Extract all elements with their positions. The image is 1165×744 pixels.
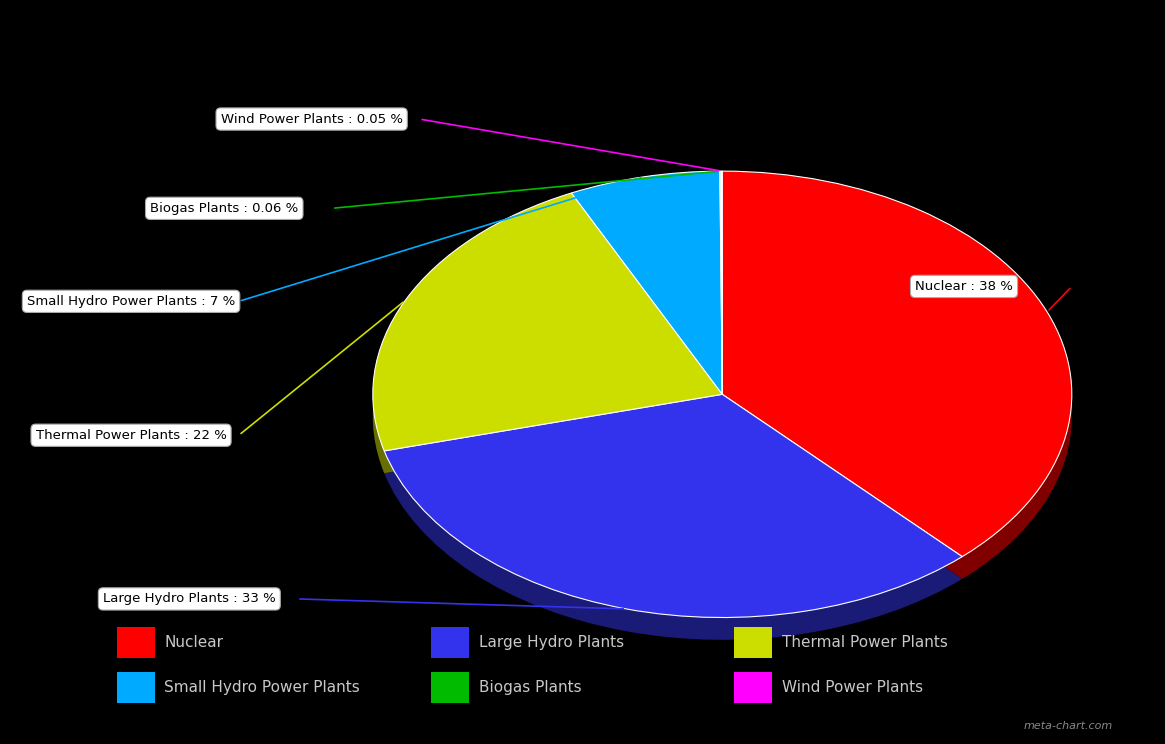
Text: Thermal Power Plants : 22 %: Thermal Power Plants : 22 %	[36, 429, 226, 442]
Text: Large Hydro Plants: Large Hydro Plants	[479, 635, 624, 650]
Wedge shape	[384, 394, 962, 618]
Text: Biogas Plants : 0.06 %: Biogas Plants : 0.06 %	[150, 202, 298, 215]
Text: Wind Power Plants : 0.05 %: Wind Power Plants : 0.05 %	[220, 112, 403, 126]
Wedge shape	[373, 215, 722, 473]
Text: Thermal Power Plants: Thermal Power Plants	[782, 635, 947, 650]
Text: Wind Power Plants: Wind Power Plants	[782, 680, 923, 695]
Text: Biogas Plants: Biogas Plants	[479, 680, 581, 695]
Wedge shape	[722, 171, 1072, 557]
Wedge shape	[572, 171, 722, 394]
Text: meta-chart.com: meta-chart.com	[1023, 721, 1113, 731]
Wedge shape	[722, 193, 1072, 579]
Text: Small Hydro Power Plants : 7 %: Small Hydro Power Plants : 7 %	[27, 295, 235, 308]
Wedge shape	[720, 171, 722, 394]
Wedge shape	[373, 193, 722, 451]
Text: Nuclear : 38 %: Nuclear : 38 %	[915, 280, 1014, 293]
Text: Small Hydro Power Plants: Small Hydro Power Plants	[164, 680, 360, 695]
Wedge shape	[572, 193, 722, 417]
Wedge shape	[720, 193, 722, 417]
Text: Nuclear: Nuclear	[164, 635, 224, 650]
Text: Large Hydro Plants : 33 %: Large Hydro Plants : 33 %	[103, 592, 276, 606]
Wedge shape	[384, 417, 962, 640]
